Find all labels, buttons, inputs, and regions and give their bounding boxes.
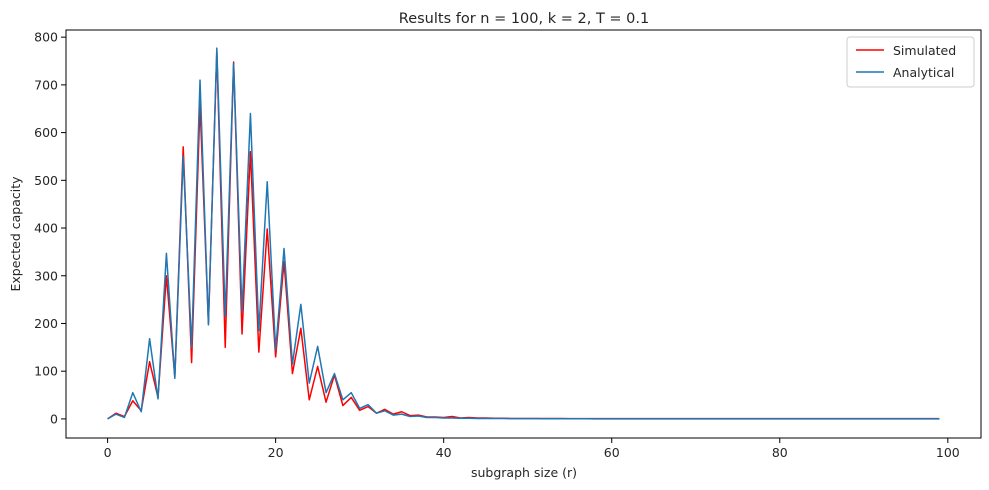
- legend-label-analytical: Analytical: [893, 65, 954, 80]
- x-tick-label: 0: [104, 445, 112, 460]
- x-axis-label: subgraph size (r): [471, 465, 577, 480]
- x-tick-label: 40: [436, 445, 452, 460]
- legend-label-simulated: Simulated: [893, 43, 956, 58]
- chart-title: Results for n = 100, k = 2, T = 0.1: [399, 11, 649, 27]
- x-tick-label: 60: [604, 445, 620, 460]
- x-tick-label: 80: [772, 445, 788, 460]
- axes-frame: [65, 29, 982, 439]
- y-tick-label: 300: [34, 268, 58, 283]
- y-axis-label: Expected capacity: [8, 176, 23, 292]
- y-tick-label: 400: [34, 221, 58, 236]
- plot-area: [107, 47, 940, 420]
- y-tick-label: 800: [34, 30, 58, 45]
- y-tick-label: 200: [34, 316, 58, 331]
- y-tick-label: 600: [34, 125, 58, 140]
- y-tick-label: 700: [34, 77, 58, 92]
- y-tick-label: 100: [34, 364, 58, 379]
- x-tick-label: 20: [268, 445, 284, 460]
- y-tick-label: 0: [50, 411, 58, 426]
- series-line-analytical: [107, 47, 940, 420]
- legend: Simulated Analytical: [846, 36, 975, 88]
- x-tick-label: 100: [936, 445, 960, 460]
- axes-ticks: 0 20 40 60 80 100 0 100 200 300 400 500 600 700 800: [34, 30, 960, 460]
- y-tick-label: 500: [34, 173, 58, 188]
